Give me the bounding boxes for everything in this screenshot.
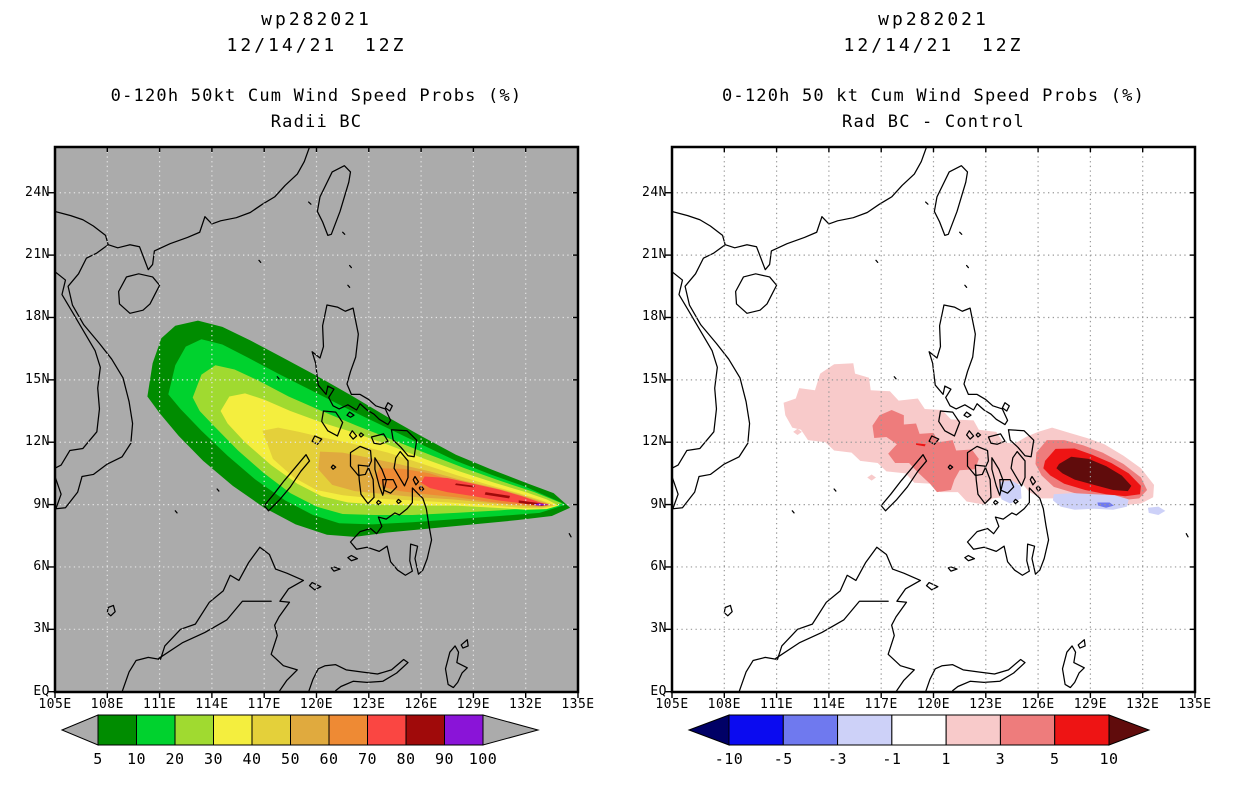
contour-band-80pct-streak [484,492,511,499]
y-axis-label: 12N [25,434,50,450]
colorbar-segment [251,714,291,746]
colorbar-label: -5 [774,750,793,768]
y-axis-label: 6N [33,558,50,574]
y-axis-label: EQ [650,683,667,699]
colorbar-segment [97,714,137,746]
colorbar-segment [999,714,1056,746]
colorbar-label: 100 [469,750,498,768]
colorbar-segment [837,714,893,746]
colorbar-label: 40 [242,750,261,768]
colorbar-left-arrow [60,714,99,746]
diff-speck-plus1 [867,474,876,481]
colorbar-label: 10 [127,750,146,768]
y-axis-label: 24N [642,184,667,200]
y-axis-label: 9N [650,496,667,512]
model-title: Rad BC - Control [842,112,1025,132]
colorbar-segment [405,714,445,746]
colorbar-segment [367,714,407,746]
y-axis-label: 3N [33,621,50,637]
init-time-title: 12/14/21 12Z [843,35,1024,56]
colorbar-difference: -10 -5 -3 -1 1 3 5 10 [687,714,1151,768]
diff-band-plus10-core [1056,456,1132,492]
colorbar-label: -10 [715,750,744,768]
colorbar-probability: 5 10 20 30 40 50 60 70 80 90 100 [60,714,540,768]
contour-band-90pct-streak [533,503,550,506]
contour-band-70pct [421,476,550,506]
panel-rad-bc-minus-control: wp282021 12/14/21 12Z 0-120h 50 kt Cum W… [618,0,1236,800]
colorbar-segment [891,714,947,746]
y-axis-label: 9N [33,496,50,512]
colorbar-label: 80 [396,750,415,768]
storm-id-title: wp282021 [878,9,989,30]
product-title: 0-120h 50 kt Cum Wind Speed Probs (%) [721,86,1146,106]
y-axis-label: 15N [642,371,667,387]
colorbar-label: 30 [204,750,223,768]
colorbar-segment [444,714,484,746]
y-axis-label: 6N [650,558,667,574]
colorbar-segment [328,714,368,746]
y-axis-label: 21N [25,247,50,263]
colorbar-label: 70 [358,750,377,768]
probability-map [48,145,580,698]
colorbar-label: 10 [1099,750,1118,768]
colorbar-segment [945,714,1001,746]
colorbar-segment [213,714,253,746]
colorbar-segment [290,714,330,746]
init-time-title: 12/14/21 12Z [226,35,407,56]
forecast-position-marker [916,443,926,447]
colorbar-label: -3 [828,750,847,768]
diff-band-minus1 [998,480,1022,504]
y-axis-label: 3N [650,621,667,637]
difference-bands [783,363,1166,515]
difference-map [665,145,1197,698]
colorbar-segment [136,714,176,746]
colorbar-label: 3 [996,750,1006,768]
colorbar-label: 90 [435,750,454,768]
colorbar-right-arrow [1108,714,1151,746]
colorbar-segment [174,714,214,746]
colorbar-right-arrow [482,714,540,746]
contour-band-80pct-streak [455,483,476,488]
y-axis-label: 15N [25,371,50,387]
y-axis-label: 18N [25,309,50,325]
y-axis-label: 24N [25,184,50,200]
colorbar-segment [728,714,784,746]
y-axis-label: 18N [642,309,667,325]
diff-speck-plus1 [793,428,802,435]
model-title: Radii BC [270,112,363,132]
colorbar-label: 50 [281,750,300,768]
y-axis-label: 21N [642,247,667,263]
colorbar-segment [782,714,839,746]
colorbar-label: 20 [165,750,184,768]
colorbar-label: 60 [319,750,338,768]
panel-radii-bc: wp282021 12/14/21 12Z 0-120h 50kt Cum Wi… [25,9,594,768]
colorbar-segment [1054,714,1110,746]
y-axis-label: EQ [33,683,50,699]
colorbar-label: -1 [882,750,901,768]
product-title: 0-120h 50kt Cum Wind Speed Probs (%) [110,86,523,106]
contour-bands [147,320,571,537]
map-border [670,145,1197,694]
diff-band-minus1 [1147,506,1166,515]
colorbar-label: 1 [941,750,951,768]
colorbar-label: 5 [93,750,103,768]
storm-id-title: wp282021 [261,9,372,30]
colorbar-left-arrow [687,714,730,746]
y-axis-label: 12N [642,434,667,450]
colorbar-label: 5 [1050,750,1060,768]
map-border [53,145,580,694]
diff-band-plus3-west [872,409,979,493]
